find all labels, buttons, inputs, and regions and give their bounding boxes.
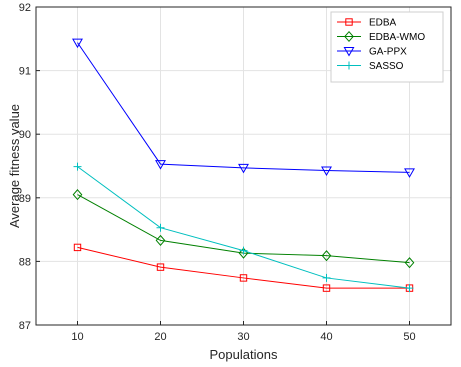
y-tick-label: 87 [19, 320, 31, 332]
x-axis-label: Populations [210, 347, 278, 362]
triangle-down-marker [72, 38, 83, 49]
triangle-down-marker [238, 163, 249, 174]
legend-label: EDBA-WMO [369, 32, 425, 43]
legend-item: SASSO [337, 61, 404, 72]
x-tick-label: 50 [403, 331, 415, 343]
diamond-marker [344, 30, 354, 43]
diamond-marker [321, 250, 332, 262]
x-tick-label: 30 [237, 331, 249, 343]
diamond-marker [72, 189, 83, 201]
square-marker [156, 263, 165, 271]
legend-item: EDBA-WMO [337, 30, 425, 43]
y-axis-label: Average fitness value [7, 104, 22, 228]
triangle-down-marker [155, 160, 166, 170]
square-marker [73, 243, 82, 252]
legend-item: GA-PPX [337, 47, 407, 58]
plus-marker [322, 273, 331, 282]
triangle-down-marker [343, 47, 355, 57]
y-tick-label: 91 [19, 66, 31, 78]
diamond-marker [404, 257, 415, 269]
plus-marker [156, 223, 165, 232]
plus-marker [405, 284, 414, 293]
x-tick-label: 40 [320, 331, 332, 343]
square-marker [345, 18, 353, 26]
plus-marker [73, 162, 82, 171]
y-tick-label: 90 [19, 129, 31, 141]
plus-marker [239, 246, 248, 255]
y-tick-label: 92 [19, 2, 31, 14]
legend-label: EDBA [369, 18, 397, 29]
plot-frame [35, 6, 452, 326]
square-marker [322, 284, 331, 292]
y-tick-labels: 87 88 89 90 91 92 [19, 2, 31, 332]
series-group [72, 38, 415, 293]
square-marker [239, 274, 248, 282]
legend-label: SASSO [369, 61, 404, 72]
y-tick-label: 89 [19, 193, 31, 205]
legend-item: EDBA [337, 18, 397, 29]
y-tick-label: 88 [19, 256, 31, 268]
series-ga-ppx [72, 38, 415, 178]
x-tick-label: 10 [71, 331, 83, 343]
triangle-down-marker [404, 168, 415, 178]
triangle-down-marker [321, 166, 332, 176]
plus-marker [345, 61, 353, 70]
legend-label: GA-PPX [369, 47, 407, 58]
series-edba [73, 243, 414, 292]
x-tick-labels: 10 20 30 40 50 [71, 331, 415, 343]
legend: EDBA EDBA-WMO GA-PPX SASSO [330, 11, 444, 83]
series-line [77, 42, 410, 173]
series-sasso [73, 162, 414, 293]
legend-box [330, 11, 444, 83]
x-tick-label: 20 [154, 331, 166, 343]
diamond-marker [155, 234, 166, 246]
series-line [77, 246, 410, 289]
